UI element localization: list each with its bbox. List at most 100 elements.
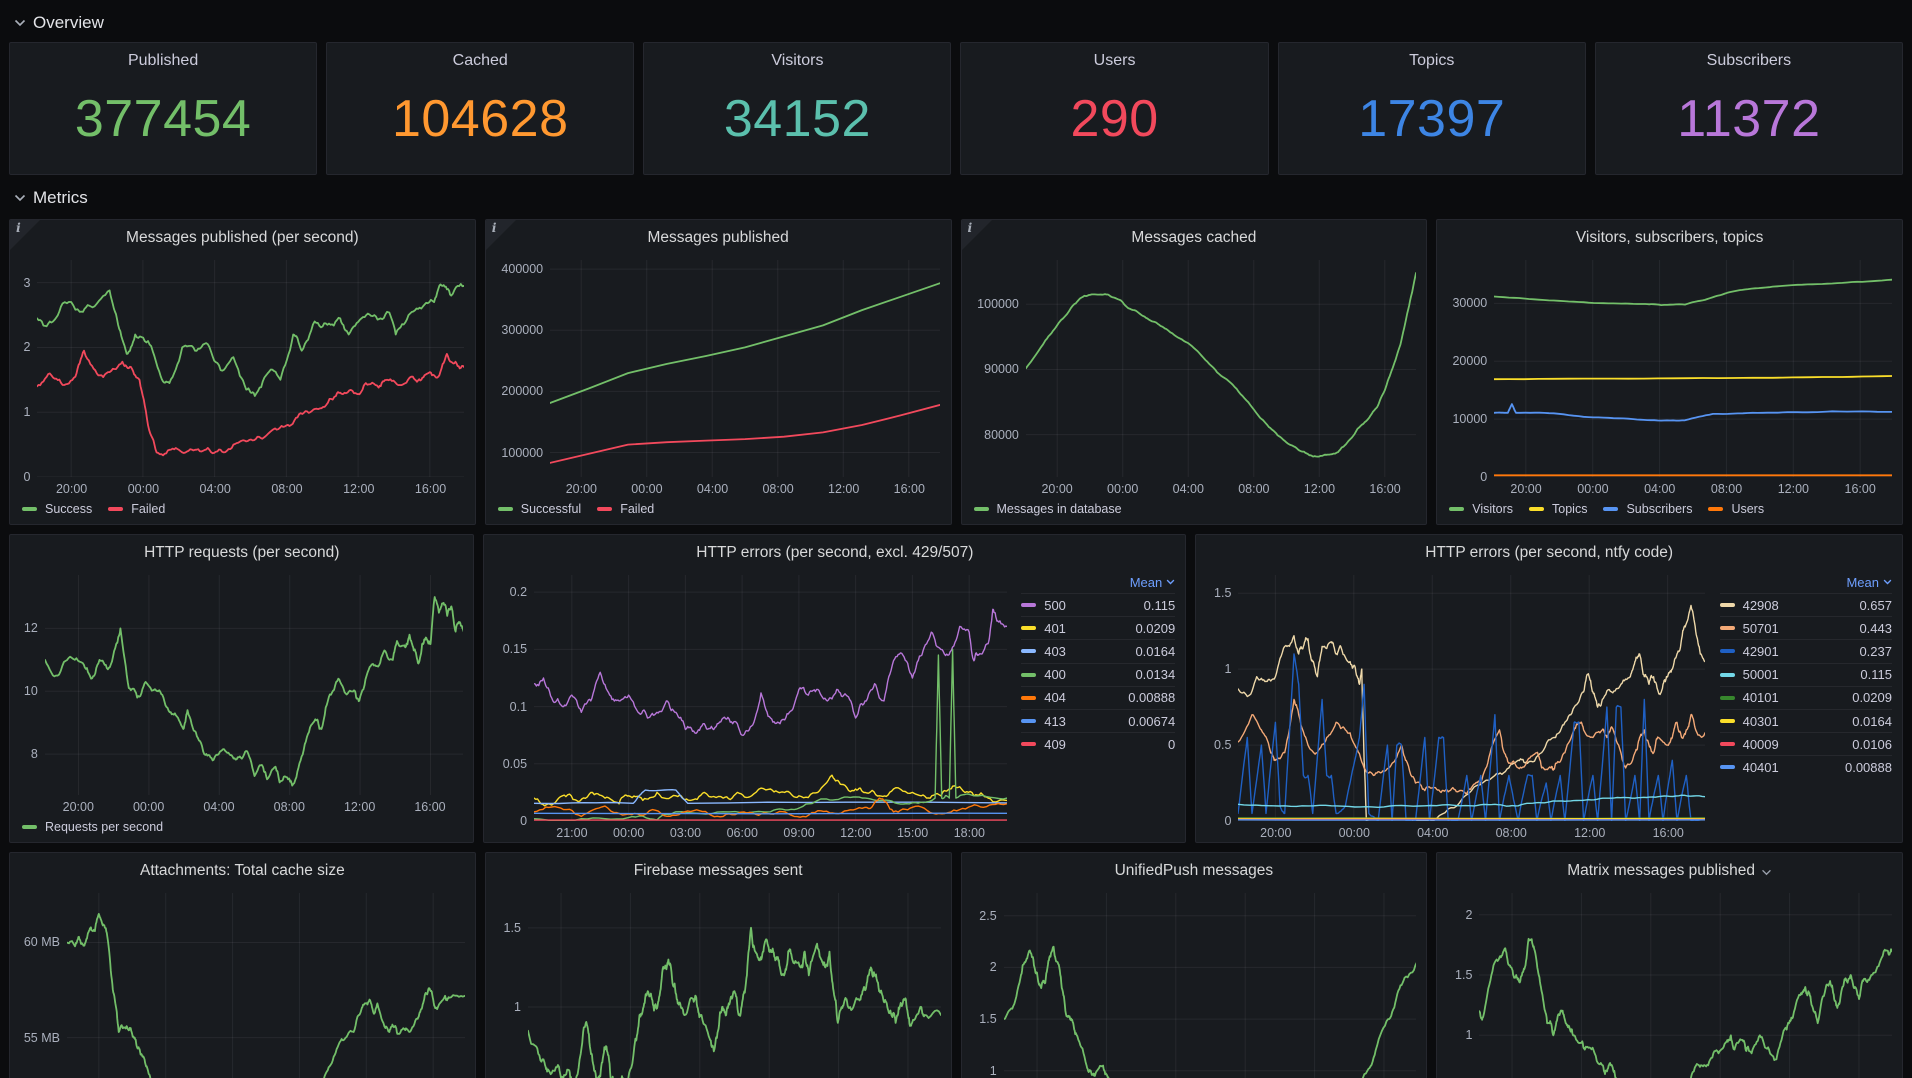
plot-area[interactable] <box>1494 260 1892 477</box>
panel-title: Firebase messages sent <box>633 862 803 879</box>
stat-title: Subscribers <box>1706 52 1792 69</box>
series-line-50001 <box>1238 794 1706 809</box>
x-tick-label: 16:00 <box>1844 482 1876 496</box>
legend-table-row-500[interactable]: 500 0.115 <box>1021 593 1176 616</box>
panel-header[interactable]: HTTP errors (per second, excl. 429/507) <box>484 535 1185 565</box>
x-axis: 21:00 00:00 03:00 06:00 09:00 12:00 15:00 18:00 <box>534 821 1007 842</box>
panel-header[interactable]: Messages cached <box>962 220 1427 250</box>
y-axis: 0 0.05 0.1 0.15 0.2 <box>490 575 534 828</box>
legend-table-row-42901[interactable]: 42901 0.237 <box>1719 639 1892 662</box>
panel-firebase-messages-sent: Firebase messages sent 0.511.5 20:0000:0… <box>484 852 952 1078</box>
y-tick-label: 400000 <box>501 262 544 277</box>
legend-table-row-42908[interactable]: 42908 0.657 <box>1719 593 1892 616</box>
plot-area[interactable] <box>1238 575 1706 821</box>
legend-table-row-40009[interactable]: 40009 0.0106 <box>1719 732 1892 755</box>
y-axis: 1 1.5 2 2.5 <box>968 893 1004 1078</box>
plot-area[interactable] <box>534 575 1008 821</box>
series-swatch <box>1719 695 1735 700</box>
legend-table-row-50701[interactable]: 50701 0.443 <box>1719 616 1892 639</box>
legend-item-failed[interactable]: Failed <box>108 502 165 516</box>
chart-svg <box>37 260 465 477</box>
section-header-overview[interactable]: Overview <box>0 0 1912 42</box>
panel-menu-chevron-icon[interactable] <box>1761 869 1772 876</box>
legend-table-row-409[interactable]: 409 0 <box>1021 732 1176 755</box>
panel-info-icon[interactable]: i <box>485 220 516 250</box>
legend-item-topics[interactable]: Topics <box>1529 502 1587 516</box>
legend-table-row-50001[interactable]: 50001 0.115 <box>1719 662 1892 686</box>
legend-table-row-400[interactable]: 400 0.0134 <box>1021 662 1176 686</box>
legend-table-row-40301[interactable]: 40301 0.0164 <box>1719 708 1892 732</box>
legend-item-success[interactable]: Success <box>22 502 92 516</box>
series-swatch <box>1603 506 1619 511</box>
chart-svg <box>1003 893 1417 1078</box>
stat-panel-subscribers: Subscribers 11372 <box>1594 42 1903 175</box>
x-tick-label: 12:00 <box>1777 482 1809 496</box>
stat-value: 11372 <box>1677 90 1821 148</box>
legend-table-row-40101[interactable]: 40101 0.0209 <box>1719 685 1892 709</box>
y-axis: 0 1 2 3 <box>16 260 37 484</box>
y-tick-label: 0 <box>520 814 528 828</box>
legend-item-requests-per-second[interactable]: Requests per second <box>22 820 163 834</box>
legend: Success Failed <box>10 498 475 524</box>
legend-item-users[interactable]: Users <box>1708 502 1764 516</box>
series-mean-value: 0.00674 <box>1128 713 1176 729</box>
plot-area[interactable] <box>1479 893 1892 1078</box>
legend-item-messages-in-database[interactable]: Messages in database <box>973 502 1122 516</box>
series-mean-value: 0.657 <box>1859 597 1892 613</box>
x-tick-label: 18:00 <box>953 826 985 840</box>
legend-table-row-401[interactable]: 401 0.0209 <box>1021 616 1176 639</box>
series-line-success <box>37 283 465 397</box>
y-tick-label: 1 <box>23 405 31 420</box>
legend-item-visitors[interactable]: Visitors <box>1449 502 1513 516</box>
legend-table-row-413[interactable]: 413 0.00674 <box>1021 708 1176 732</box>
stat-panel-users: Users 290 <box>960 42 1269 175</box>
charts-row-3: Attachments: Total cache size 55 MB 60 MB… <box>9 852 1903 1078</box>
series-line-subscribers <box>1494 403 1892 422</box>
stat-title: Topics <box>1409 52 1455 69</box>
series-swatch <box>1021 626 1037 631</box>
series-label: 409 <box>1044 736 1066 752</box>
series-swatch <box>1708 506 1724 511</box>
panel-info-icon[interactable]: i <box>10 220 40 250</box>
legend-item-failed[interactable]: Failed <box>597 502 654 516</box>
series-swatch <box>1719 719 1735 724</box>
plot-area[interactable] <box>37 260 465 477</box>
legend-table: Mean 42908 0.657 50701 0.443 42901 0.237 50001 0… <box>1716 565 1902 842</box>
panel-header[interactable]: Messages published <box>486 220 951 250</box>
y-tick-label: 20000 <box>1452 354 1488 369</box>
series-label: 50001 <box>1742 667 1779 683</box>
panel-header[interactable]: Attachments: Total cache size <box>10 853 475 883</box>
panel-header[interactable]: HTTP requests (per second) <box>10 535 473 565</box>
panel-header[interactable]: Matrix messages published <box>1437 853 1902 883</box>
section-header-metrics[interactable]: Metrics <box>0 175 1912 217</box>
legend: Successful Failed <box>486 498 951 524</box>
series-mean-value: 0.115 <box>1143 597 1176 613</box>
y-tick-label: 2 <box>1465 907 1473 922</box>
legend-table-row-403[interactable]: 403 0.0164 <box>1021 639 1176 662</box>
plot-area[interactable] <box>67 893 465 1078</box>
legend-item-successful[interactable]: Successful <box>497 502 581 516</box>
legend-item-subscribers[interactable]: Subscribers <box>1603 502 1692 516</box>
panel-header[interactable]: Messages published (per second) <box>10 220 475 250</box>
panel-header[interactable]: Firebase messages sent <box>486 853 951 883</box>
legend-mean-sort-header[interactable]: Mean <box>1021 571 1175 593</box>
series-line-403 <box>534 788 1008 805</box>
legend-table-row-40401[interactable]: 40401 0.00888 <box>1719 755 1892 778</box>
legend-mean-sort-header[interactable]: Mean <box>1720 571 1892 593</box>
plot-area[interactable] <box>550 260 941 477</box>
legend-table-row-404[interactable]: 404 0.00888 <box>1021 685 1176 709</box>
x-tick-label: 04:00 <box>203 800 235 814</box>
chart-svg <box>527 893 941 1078</box>
plot-area[interactable] <box>1003 893 1417 1078</box>
plot-area[interactable] <box>1025 260 1417 477</box>
x-tick-label: 12:00 <box>343 482 375 496</box>
panel-header[interactable]: UnifiedPush messages <box>962 853 1427 883</box>
panel-header[interactable]: HTTP errors (per second, ntfy code) <box>1196 535 1902 565</box>
panel-header[interactable]: Visitors, subscribers, topics <box>1437 220 1902 250</box>
plot-area[interactable] <box>44 575 464 795</box>
y-tick-label: 100000 <box>501 445 544 460</box>
panel-info-icon[interactable]: i <box>961 220 992 250</box>
series-mean-value: 0.0164 <box>1135 643 1176 659</box>
y-tick-label: 1.5 <box>979 1012 997 1027</box>
plot-area[interactable] <box>527 893 941 1078</box>
